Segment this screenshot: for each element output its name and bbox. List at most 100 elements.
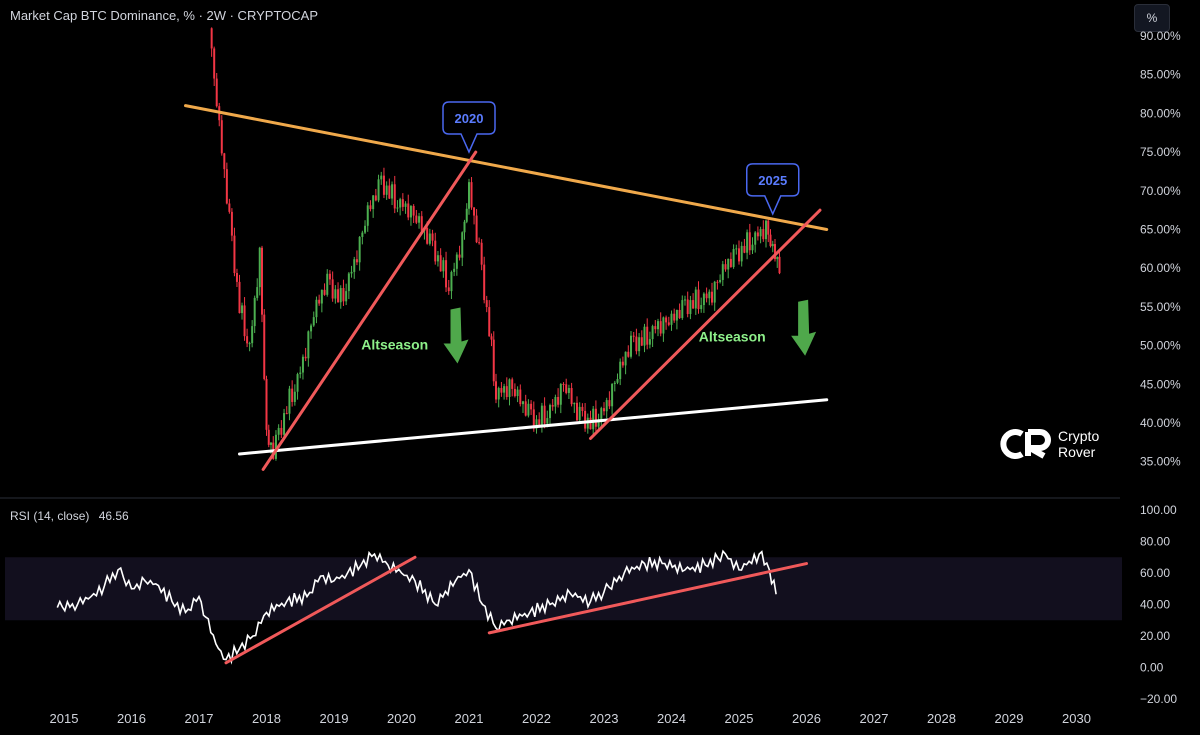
candle-body — [215, 78, 218, 107]
candle-body — [334, 289, 337, 299]
candle-body — [450, 271, 453, 292]
candle-body — [738, 248, 740, 262]
candle-body — [694, 289, 697, 309]
candle-body — [475, 215, 478, 243]
percent-scale-button[interactable]: % — [1134, 4, 1170, 32]
brand-line-1: Crypto — [1058, 428, 1100, 444]
y-tick-label: 80.00% — [1140, 106, 1181, 120]
candle-body — [551, 405, 554, 407]
candle-body — [519, 389, 522, 405]
altseason-label: Altseason — [361, 336, 428, 352]
rsi-label: RSI (14, close) — [10, 509, 90, 523]
candle-body — [681, 300, 684, 319]
candle-body — [223, 153, 226, 170]
candle-body — [470, 182, 473, 208]
candle-body — [513, 388, 516, 397]
x-tick-label: 2022 — [522, 711, 551, 726]
rsi-y-tick-label: 100.00 — [1140, 503, 1177, 517]
rsi-line — [56, 549, 777, 665]
candle-body — [765, 220, 767, 240]
candle-body — [253, 297, 256, 327]
candle-body — [651, 326, 654, 340]
candle-body — [751, 244, 754, 251]
x-tick-label: 2030 — [1062, 711, 1091, 726]
candle-body — [261, 247, 263, 315]
candle-body — [754, 232, 757, 245]
y-tick-label: 35.00% — [1140, 455, 1181, 469]
candle-body — [721, 264, 724, 280]
candle-body — [573, 402, 576, 405]
candle-body — [358, 236, 361, 263]
candle-body — [713, 281, 716, 303]
candles — [210, 27, 781, 461]
candle-body — [771, 244, 774, 247]
candle-body — [431, 233, 434, 241]
candle-body — [729, 258, 732, 267]
candle-body — [442, 260, 445, 272]
candle-body — [732, 249, 735, 267]
candle-body — [584, 410, 587, 429]
candle-body — [522, 401, 524, 405]
candle-body — [530, 403, 533, 410]
candle-body — [594, 408, 597, 427]
y-tick-label: 55.00% — [1140, 300, 1181, 314]
rsi-band — [5, 557, 1122, 621]
candle-body — [380, 175, 383, 180]
candle-body — [630, 335, 632, 357]
candle-body — [711, 291, 713, 303]
candle-body — [374, 195, 377, 201]
candle-body — [453, 268, 456, 272]
candle-body — [404, 203, 407, 207]
candle-body — [673, 313, 676, 321]
candle-body — [662, 317, 665, 334]
callout-label: 2025 — [758, 173, 787, 188]
candle-body — [361, 232, 364, 237]
candle-body — [409, 205, 412, 218]
candle-body — [318, 299, 321, 304]
trendline — [238, 398, 829, 456]
candle-body — [581, 406, 584, 411]
x-tick-label: 2028 — [927, 711, 956, 726]
candle-body — [420, 216, 423, 231]
candle-body — [283, 413, 286, 435]
candle-body — [428, 233, 431, 244]
candle-body — [603, 408, 605, 412]
year-callout — [442, 101, 496, 154]
candle-body — [488, 307, 491, 337]
candle-body — [621, 361, 624, 366]
candle-body — [293, 391, 296, 402]
candle-body — [445, 260, 448, 288]
brand-line-2: Rover — [1058, 444, 1096, 460]
candle-body — [455, 254, 458, 269]
candle-body — [611, 383, 614, 407]
candle-body — [657, 321, 659, 330]
candle-body — [439, 255, 442, 272]
candle-body — [689, 300, 692, 315]
candle-body — [774, 244, 776, 260]
candle-body — [705, 293, 708, 299]
rsi-legend: RSI (14, close) 46.56 — [10, 509, 129, 523]
candle-body — [546, 418, 549, 424]
candle-body — [280, 427, 283, 435]
candle-body — [315, 299, 318, 318]
candle-body — [769, 234, 772, 247]
candle-body — [527, 403, 530, 416]
candle-body — [500, 388, 503, 393]
candle-body — [719, 279, 722, 283]
candle-body — [320, 289, 323, 304]
y-tick-label: 50.00% — [1140, 339, 1181, 353]
altseason-label: Altseason — [699, 329, 766, 345]
rsi-value: 46.56 — [98, 509, 129, 523]
candle-body — [230, 211, 233, 236]
candle-body — [233, 235, 236, 273]
candle-body — [638, 337, 641, 352]
candle-body — [616, 379, 619, 383]
candle-body — [608, 400, 611, 407]
candle-body — [369, 205, 372, 210]
x-tick-label: 2027 — [860, 711, 889, 726]
rsi-y-tick-label: 20.00 — [1140, 629, 1170, 643]
candle-body — [323, 289, 326, 295]
candle-body — [337, 289, 340, 303]
cr-logo-icon — [1000, 429, 1051, 459]
